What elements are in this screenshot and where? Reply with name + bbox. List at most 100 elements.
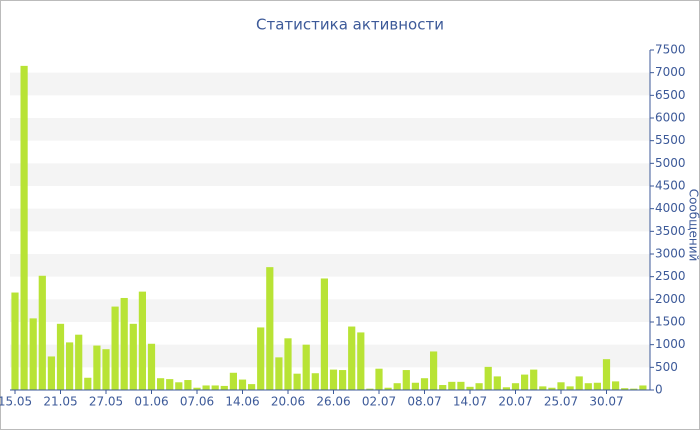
bar xyxy=(29,318,37,390)
bar xyxy=(47,356,55,390)
x-tick-label: 27.05 xyxy=(89,395,123,409)
bar xyxy=(138,291,146,390)
bar xyxy=(248,384,256,390)
x-tick-label: 02.07 xyxy=(362,395,396,409)
bar xyxy=(439,385,447,390)
x-tick-label: 21.05 xyxy=(43,395,77,409)
bar xyxy=(466,386,474,390)
bar xyxy=(402,370,410,390)
bar xyxy=(357,332,365,390)
bar xyxy=(202,385,210,390)
bar xyxy=(102,349,110,390)
grid-band xyxy=(10,208,650,232)
chart-title: Статистика активности xyxy=(256,16,444,34)
x-tick-label: 15.05 xyxy=(0,395,32,409)
bar xyxy=(384,387,392,390)
y-tick-label: 5500 xyxy=(655,133,686,147)
bar xyxy=(593,382,601,390)
bar xyxy=(238,379,247,390)
bar xyxy=(211,385,219,390)
bar xyxy=(75,334,83,390)
bar xyxy=(229,372,237,390)
bar xyxy=(339,370,347,390)
grid-band xyxy=(10,344,650,368)
x-tick-label: 20.07 xyxy=(498,395,532,409)
bar xyxy=(457,381,465,390)
bar xyxy=(539,386,547,390)
bar xyxy=(566,386,574,390)
x-tick-label: 08.07 xyxy=(407,395,441,409)
bar xyxy=(284,338,292,390)
x-tick-label: 20.06 xyxy=(271,395,305,409)
bar xyxy=(348,326,356,390)
bar xyxy=(147,343,156,390)
bar xyxy=(320,278,328,390)
x-tick-label: 25.07 xyxy=(544,395,578,409)
y-tick-label: 500 xyxy=(655,360,678,374)
x-tick-label: 30.07 xyxy=(589,395,623,409)
y-tick-label: 2000 xyxy=(655,292,686,306)
bar xyxy=(193,387,201,390)
y-axis-title: Сообщений xyxy=(687,189,700,262)
bar xyxy=(275,357,283,390)
bar xyxy=(630,388,638,390)
bar xyxy=(612,381,620,390)
bar xyxy=(311,373,319,390)
grid-band xyxy=(10,118,650,141)
bar xyxy=(475,383,483,390)
y-tick-label: 3500 xyxy=(655,224,686,238)
y-tick-label: 6000 xyxy=(655,111,686,125)
bar xyxy=(93,345,101,390)
y-tick-label: 4500 xyxy=(655,179,686,193)
bar xyxy=(184,380,192,390)
x-tick-label: 14.07 xyxy=(453,395,487,409)
x-tick-label: 07.06 xyxy=(180,395,214,409)
grid-band xyxy=(10,254,650,277)
bar xyxy=(493,376,501,390)
bar xyxy=(420,378,429,390)
bar xyxy=(484,366,492,390)
bar xyxy=(11,292,19,390)
bar xyxy=(129,323,137,390)
y-tick-label: 7000 xyxy=(655,65,686,79)
bar xyxy=(111,306,119,390)
bar xyxy=(329,369,338,390)
bar xyxy=(430,351,438,390)
bar xyxy=(157,378,165,390)
bar xyxy=(411,382,419,390)
bar xyxy=(511,383,520,390)
bar xyxy=(257,327,265,390)
bar xyxy=(639,385,647,390)
bar xyxy=(66,342,74,390)
grid-band xyxy=(10,72,650,96)
y-tick-label: 4000 xyxy=(655,201,686,215)
bar xyxy=(521,374,529,390)
y-tick-label: 5000 xyxy=(655,156,686,170)
bar xyxy=(293,373,301,390)
y-tick-label: 2500 xyxy=(655,269,686,283)
bar xyxy=(56,323,65,390)
bar xyxy=(393,383,401,390)
bar xyxy=(375,368,383,390)
y-tick-label: 6500 xyxy=(655,88,686,102)
bar xyxy=(220,385,228,390)
y-tick-label: 3000 xyxy=(655,247,686,261)
bar xyxy=(166,379,174,390)
grid-band xyxy=(10,299,650,322)
x-tick-label: 26.06 xyxy=(316,395,350,409)
bar xyxy=(502,387,510,390)
bar xyxy=(20,65,28,390)
x-tick-label: 01.06 xyxy=(134,395,168,409)
bar xyxy=(448,381,456,390)
bar xyxy=(120,297,128,390)
grid-band xyxy=(10,163,650,186)
bar xyxy=(366,388,374,390)
bar xyxy=(621,388,629,390)
bar xyxy=(84,377,92,390)
bar xyxy=(302,344,310,390)
y-tick-label: 7500 xyxy=(655,43,686,57)
y-tick-label: 1000 xyxy=(655,337,686,351)
bar xyxy=(575,376,583,390)
